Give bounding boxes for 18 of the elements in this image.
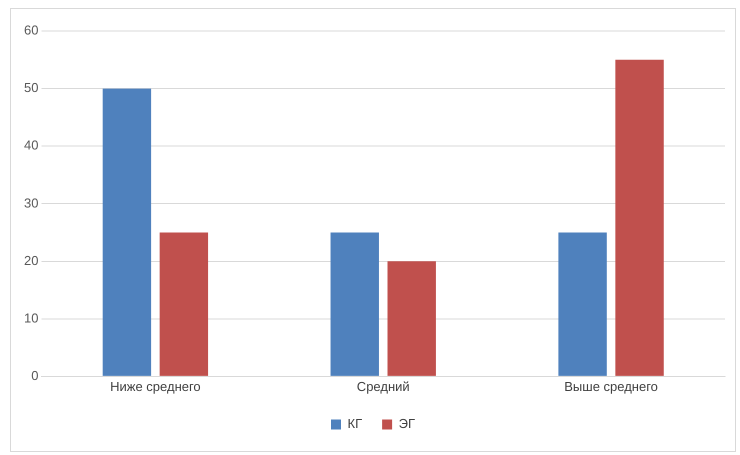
bar xyxy=(330,232,379,376)
legend-label: КГ xyxy=(348,416,362,432)
y-tick-label: 10 xyxy=(24,310,38,326)
y-tick-label: 40 xyxy=(24,138,38,153)
bar xyxy=(160,232,208,376)
y-tick-label: 20 xyxy=(24,252,38,268)
bar xyxy=(558,232,607,376)
legend-label: ЭГ xyxy=(398,416,416,432)
y-tick-label: 30 xyxy=(24,195,38,210)
x-tick-label: Средний xyxy=(356,378,410,394)
bar xyxy=(615,60,664,376)
bar xyxy=(102,88,152,376)
x-tick-label: Выше среднего xyxy=(564,378,658,394)
bar xyxy=(388,261,436,376)
x-tick-label: Ниже среднего xyxy=(110,378,201,394)
y-tick-label: 60 xyxy=(24,22,38,38)
y-tick-label: 0 xyxy=(31,368,38,383)
y-tick-label: 50 xyxy=(24,80,38,96)
